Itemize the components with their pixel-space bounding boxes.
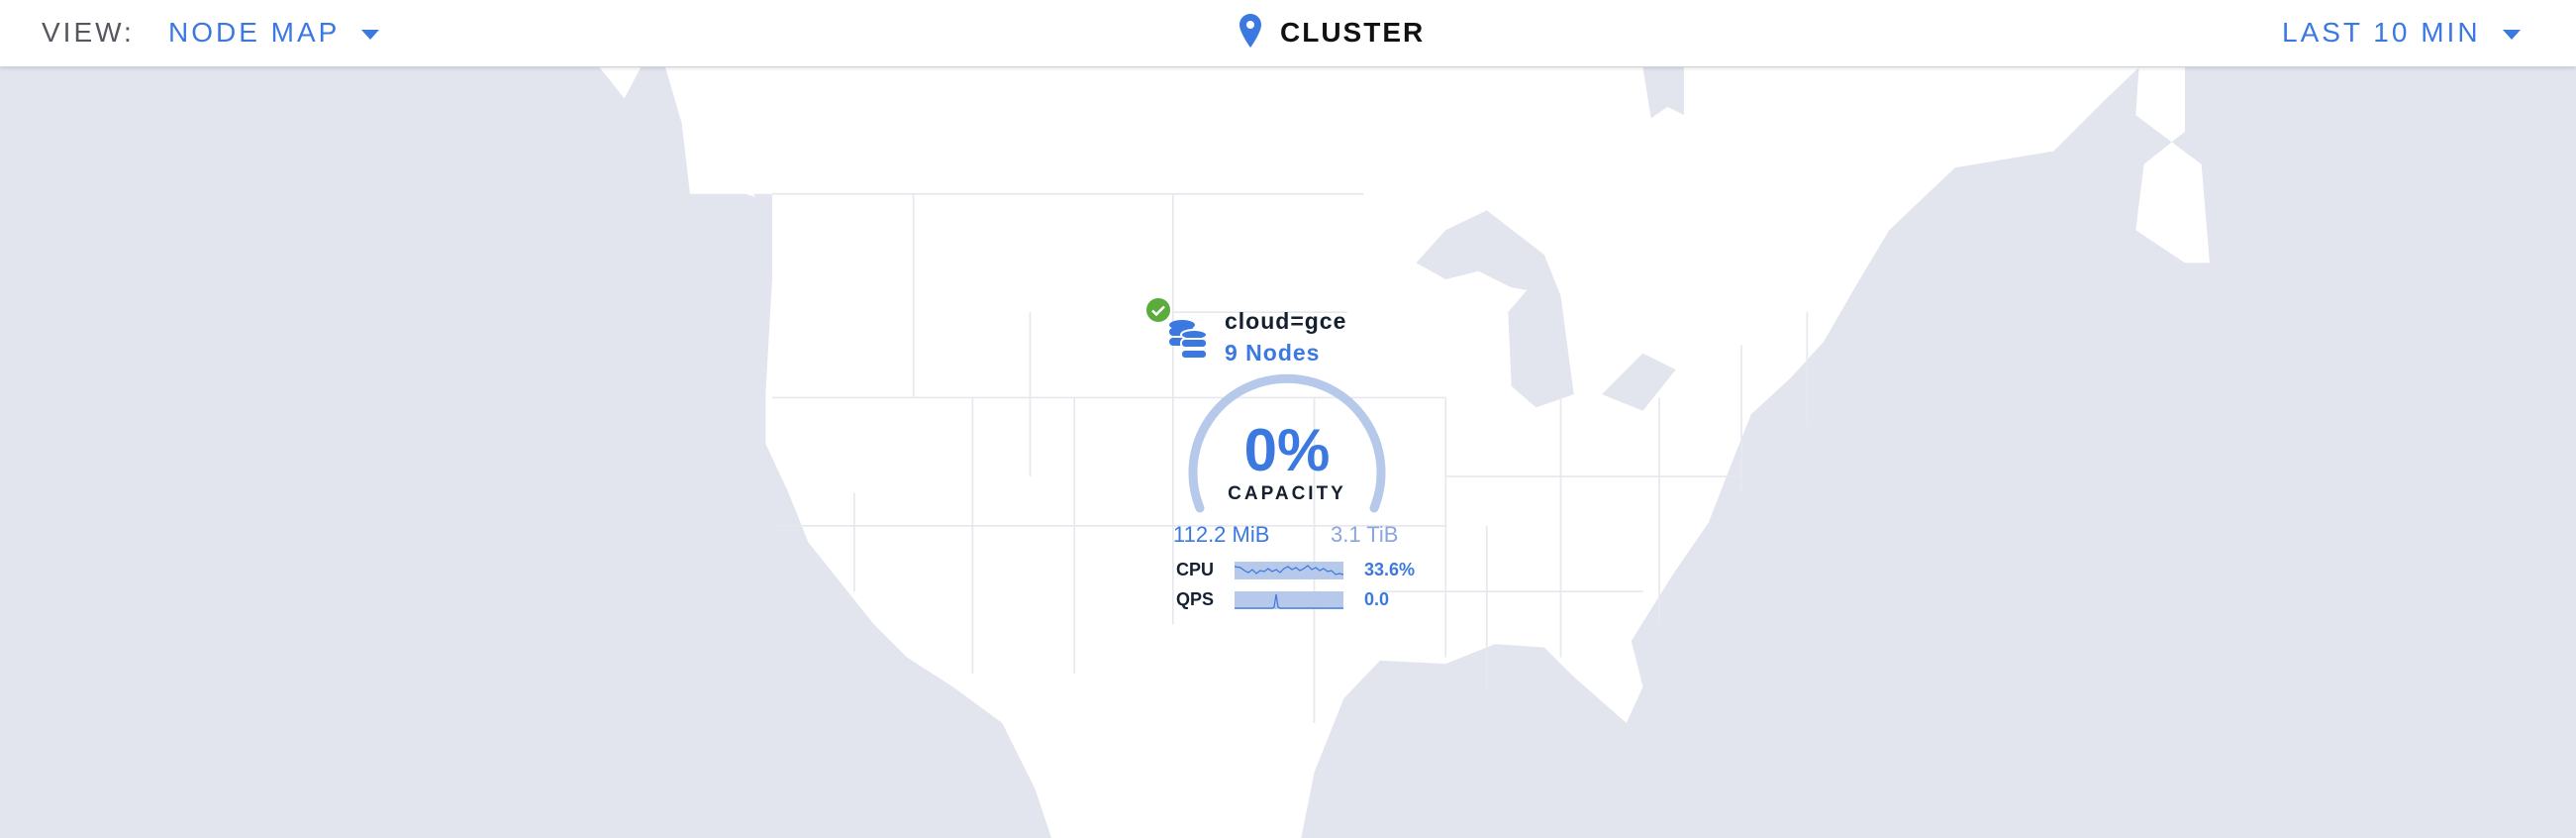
cpu-value: 33.6% xyxy=(1364,560,1416,579)
capacity-total: 3.1 TiB xyxy=(1331,522,1399,547)
cpu-label: CPU xyxy=(1176,560,1215,579)
capacity-percent: 0% xyxy=(1243,417,1331,483)
view-dropdown[interactable]: NODE MAP xyxy=(168,16,380,50)
check-circle-icon xyxy=(1146,298,1170,322)
top-bar: VIEW: NODE MAP CLUSTER LAST 10 MIN xyxy=(0,0,2576,66)
node-count: 9 Nodes xyxy=(1225,340,1321,366)
view-label: VIEW: xyxy=(42,17,135,48)
qps-label: QPS xyxy=(1176,589,1215,609)
capacity-label: CAPACITY xyxy=(1228,483,1346,504)
locality-name: cloud=gce xyxy=(1225,308,1347,334)
capacity-used: 112.2 MiB xyxy=(1173,522,1270,547)
caret-down-icon xyxy=(361,29,380,40)
view-value: NODE MAP xyxy=(168,17,341,48)
land xyxy=(599,67,2210,838)
capacity-gauge xyxy=(1188,373,1386,513)
database-icon xyxy=(1169,320,1208,360)
qps-sparkline xyxy=(1235,591,1343,609)
page-title: CLUSTER xyxy=(1280,17,1426,48)
lakes xyxy=(1416,67,1988,411)
map-pin-icon xyxy=(1239,14,1261,48)
time-range-dropdown[interactable]: LAST 10 MIN xyxy=(2282,16,2521,50)
cpu-sparkline xyxy=(1235,562,1343,579)
qps-value: 0.0 xyxy=(1364,589,1390,609)
caret-down-icon xyxy=(2502,29,2521,40)
time-range-value: LAST 10 MIN xyxy=(2282,17,2481,48)
